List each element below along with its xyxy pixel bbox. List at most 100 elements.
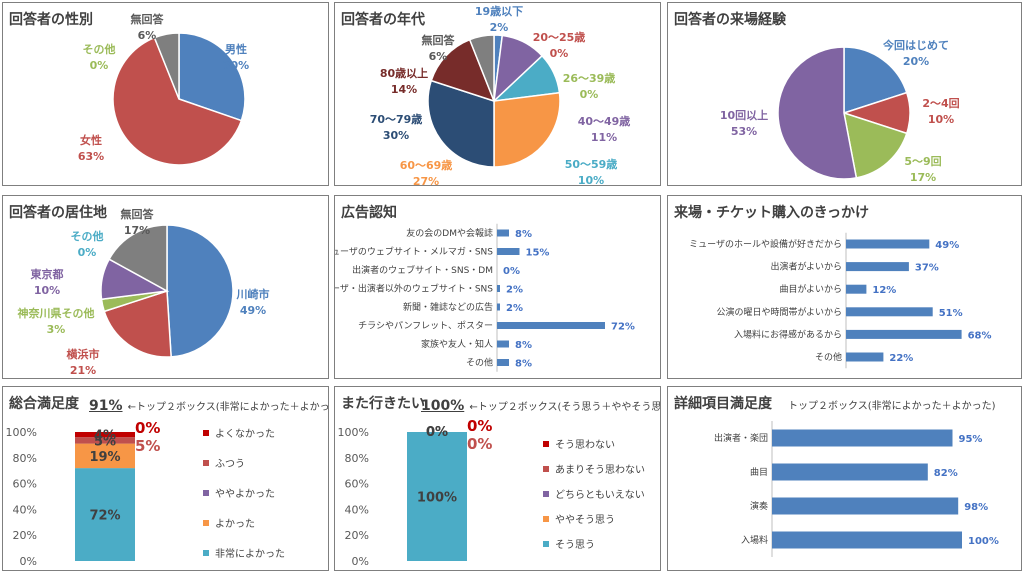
bar <box>846 307 933 317</box>
category-label: 曲目がよいから <box>779 283 842 295</box>
slice-value-label: 10% <box>578 174 604 186</box>
top2-value: 91% <box>89 398 123 414</box>
y-tick-label: 0% <box>20 555 37 568</box>
bar-value-label: 15% <box>526 248 550 259</box>
bar-value-label: 95% <box>959 434 983 445</box>
category-label: 出演者のウェブサイト・SNS・DM <box>352 264 493 276</box>
y-tick-label: 40% <box>345 503 369 516</box>
bar-value-label: 8% <box>515 359 532 370</box>
slice-label: 80歳以上 <box>380 66 428 80</box>
segment-value-label: 0% <box>426 425 448 440</box>
slice-value-label: 3% <box>47 323 66 336</box>
slice-value-label: 17% <box>124 224 150 237</box>
slice-value-label: 6% <box>138 29 157 42</box>
y-tick-label: 80% <box>13 452 37 465</box>
panel-overall-satisfaction: 総合満足度 91% ←トップ２ボックス(非常によかった＋よかった) 0% 20% 4… <box>2 386 329 571</box>
stacked-segment <box>407 432 467 561</box>
chart-title: 広告認知 <box>341 205 397 221</box>
slice-label: 20～25歳 <box>533 30 586 44</box>
slice-label: 女性 <box>80 133 102 147</box>
bar-value-label: 12% <box>872 285 896 296</box>
slice-label: 男性 <box>225 42 247 56</box>
y-tick-label: 0% <box>352 555 369 568</box>
y-tick-label: 100% <box>6 426 37 439</box>
bar-value-label: 0% <box>503 266 520 277</box>
bar-value-label: 51% <box>939 308 963 319</box>
slice-value-label: 27% <box>413 175 439 186</box>
stacked-segment <box>75 443 135 469</box>
bar-value-label: 37% <box>915 263 939 274</box>
category-label: その他 <box>466 357 493 369</box>
slice-label: その他 <box>71 229 104 243</box>
slice-value-label: 63% <box>78 150 104 163</box>
category-label: 入場料にお得感があるから <box>734 328 842 340</box>
bar-value-label: 49% <box>935 240 959 251</box>
legend-label: そう思う <box>555 539 595 551</box>
segment-value-label: 100% <box>417 491 457 506</box>
bar <box>497 248 520 255</box>
bar-value-label: 68% <box>968 330 992 341</box>
panel-detail-satisfaction: 詳細項目満足度 トップ２ボックス(非常によかった＋よかった) 出演者・楽団 95%… <box>667 386 1022 571</box>
legend-swatch <box>203 550 209 556</box>
chart-title: 回答者の居住地 <box>9 205 107 221</box>
pie-slice <box>103 289 172 358</box>
pie-slice <box>468 34 495 102</box>
bar <box>772 429 953 447</box>
bar <box>772 463 928 481</box>
slice-label: 5～9回 <box>904 154 941 168</box>
stacked-segment <box>75 432 135 438</box>
legend-label: そう思わない <box>555 439 615 451</box>
slice-label: 19歳以下 <box>475 4 523 18</box>
category-label: 新聞・雑誌などの広告 <box>403 301 493 313</box>
category-label: ミューザのホールや設備が好きだから <box>689 238 842 250</box>
y-tick-label: 20% <box>345 529 369 542</box>
pie-slice <box>108 224 168 293</box>
category-label: 公演の曜日や時間帯がよいから <box>716 306 842 318</box>
legend-label: よくなかった <box>215 428 275 440</box>
legend-swatch <box>203 460 209 466</box>
bar <box>497 359 509 366</box>
slice-label: 東京都 <box>31 267 64 281</box>
y-tick-label: 20% <box>13 529 37 542</box>
slice-value-label: 10% <box>34 284 60 297</box>
legend-swatch <box>203 490 209 496</box>
slice-value-label: 2% <box>490 21 509 34</box>
category-label: 曲目 <box>750 467 768 478</box>
slice-label: 横浜市 <box>67 347 100 361</box>
slice-value-label: 20% <box>903 55 929 68</box>
bar <box>846 262 909 272</box>
slice-value-label: 0% <box>78 246 97 259</box>
slice-value-label: 0% <box>90 59 109 72</box>
segment-value-label: 72% <box>89 509 120 524</box>
legend-label: ややよかった <box>215 488 275 500</box>
chart-title: 詳細項目満足度 <box>674 396 772 412</box>
bar-value-label: 72% <box>611 322 635 333</box>
legend-label: よかった <box>215 518 255 530</box>
category-label: 出演者・楽団 <box>714 432 768 444</box>
pie-slice <box>153 32 180 100</box>
slice-label: 無回答 <box>422 33 456 47</box>
chart-title: 来場・チケット購入のきっかけ <box>674 205 870 221</box>
slice-value-label: 17% <box>910 171 936 184</box>
slice-label: 10回以上 <box>720 108 768 122</box>
legend-swatch <box>543 516 549 522</box>
top2-note: ←トップ２ボックス(非常によかった＋よかった) <box>127 402 329 413</box>
bar <box>846 239 930 249</box>
legend-swatch <box>543 491 549 497</box>
legend-label: 非常によかった <box>215 547 285 560</box>
panel-purchase-trigger: 来場・チケット購入のきっかけ ミューザのホールや設備が好きだから 49% 出演者がよ… <box>667 195 1022 379</box>
bar <box>772 497 959 515</box>
slice-label: 50～59歳 <box>565 157 618 171</box>
chart-title: 総合満足度 <box>9 396 79 412</box>
bar-value-label: 100% <box>968 536 999 547</box>
y-tick-label: 60% <box>13 478 37 491</box>
y-tick-label: 40% <box>13 503 37 516</box>
slice-label: 無回答 <box>131 12 165 26</box>
segment-value-label: 19% <box>89 450 120 465</box>
revisit-intent-stacked-chart: 0%20%40%60%80%100%100%0%0% 0%0% そう思わないあまりそ… <box>338 417 645 568</box>
slice-label: 神奈川県その他 <box>18 306 95 320</box>
slice-value-label: 6% <box>429 50 448 63</box>
bar-value-label: 2% <box>506 303 523 314</box>
slice-label: 無回答 <box>121 207 155 221</box>
pie-slice <box>112 36 243 166</box>
